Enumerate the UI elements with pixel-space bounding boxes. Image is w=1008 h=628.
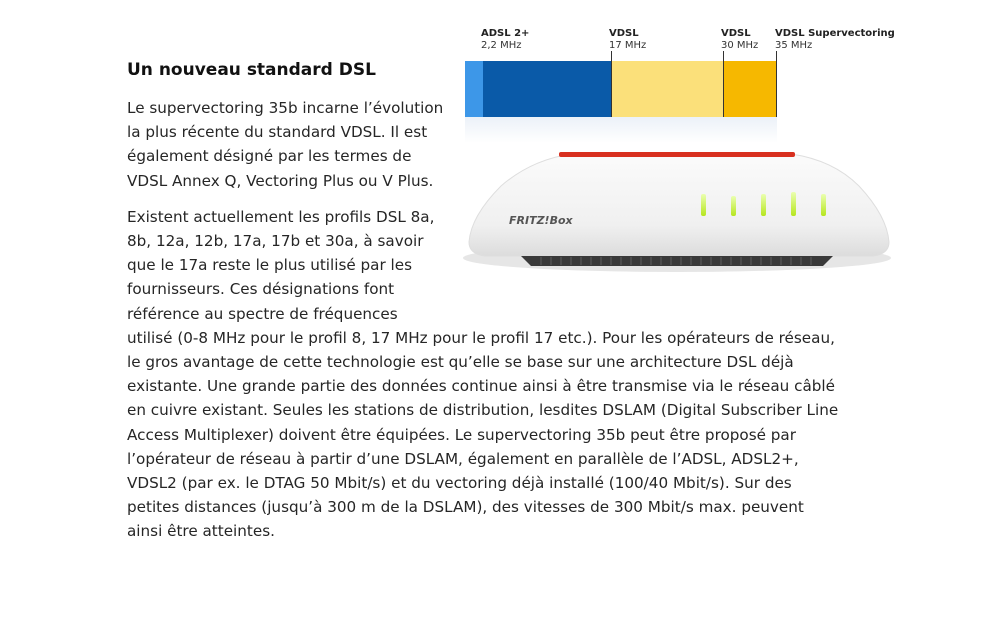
band-divider bbox=[723, 51, 724, 117]
paragraph-profiles: Existent actuellement les profils DSL 8a… bbox=[127, 207, 839, 541]
band-frequency: 17 MHz bbox=[609, 40, 647, 51]
band-label-vdsl-17: VDSL 17 MHz bbox=[609, 28, 646, 52]
band-name: VDSL bbox=[721, 28, 751, 39]
fritzbox-router-icon: FRITZ!Box bbox=[463, 152, 891, 272]
spectrum-bars bbox=[465, 61, 777, 117]
article-title: Un nouveau standard DSL bbox=[127, 60, 376, 80]
band-frequency: 2,2 MHz bbox=[481, 40, 522, 51]
band-divider bbox=[776, 51, 777, 117]
band-bar-low bbox=[465, 61, 483, 117]
band-name: VDSL Supervectoring bbox=[775, 28, 895, 39]
paragraph-intro: Le supervectoring 35b incarne l’évolutio… bbox=[127, 99, 444, 190]
band-divider bbox=[611, 51, 612, 117]
router-brand-logo: FRITZ!Box bbox=[509, 214, 574, 227]
band-frequency: 35 MHz bbox=[775, 40, 813, 51]
band-name: VDSL bbox=[609, 28, 639, 39]
bar-reflection bbox=[465, 117, 777, 143]
band-name: ADSL 2+ bbox=[481, 28, 530, 39]
band-label-vdsl-supervectoring: VDSL Supervectoring 35 MHz bbox=[775, 28, 895, 52]
article: ADSL 2+ 2,2 MHz VDSL 17 MHz VDSL 30 MHz … bbox=[127, 28, 895, 544]
band-bar-vdsl-30 bbox=[723, 61, 777, 117]
band-frequency: 30 MHz bbox=[721, 40, 759, 51]
dsl-spectrum-figure: ADSL 2+ 2,2 MHz VDSL 17 MHz VDSL 30 MHz … bbox=[461, 22, 899, 302]
band-label-adsl2plus: ADSL 2+ 2,2 MHz bbox=[481, 28, 529, 52]
band-bar-vdsl-17 bbox=[611, 61, 723, 117]
frequency-spectrum: ADSL 2+ 2,2 MHz VDSL 17 MHz VDSL 30 MHz … bbox=[461, 28, 899, 148]
band-bar-adsl2plus bbox=[483, 61, 611, 117]
band-label-vdsl-30: VDSL 30 MHz bbox=[721, 28, 758, 52]
